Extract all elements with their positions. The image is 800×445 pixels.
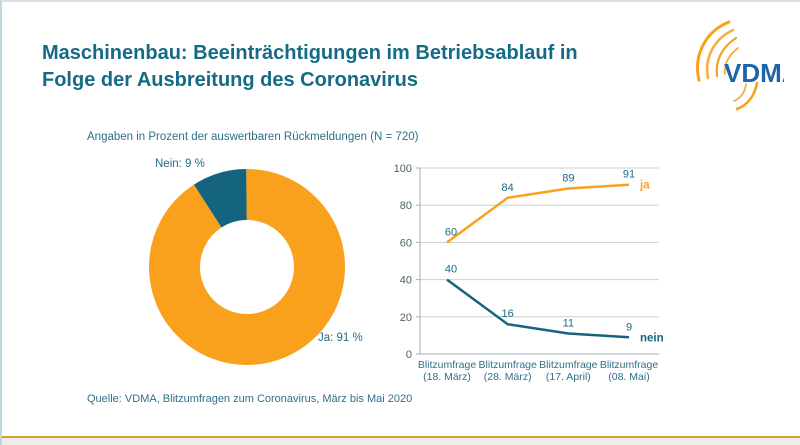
logo-arc-icon	[705, 28, 735, 80]
logo-arc-icon	[724, 47, 739, 75]
point-label-ja: 91	[623, 169, 635, 181]
x-tick-label: Blitzumfrage (08. Mai)	[600, 359, 659, 383]
logo-arc-icon	[715, 36, 738, 78]
point-label-nein: 11	[563, 318, 574, 330]
line-series-ja	[446, 183, 630, 244]
point-label-nein: 40	[445, 264, 457, 276]
page-title-line-2: Folge der Ausbreitung des Coronavirus	[42, 69, 418, 91]
donut-chart	[149, 169, 345, 365]
slide-bottom-rule	[2, 436, 800, 445]
x-tick-label: Blitzumfrage (17. April)	[539, 359, 598, 383]
chart-subtitle: Angaben in Prozent der auswertbaren Rück…	[87, 131, 419, 143]
y-tick-label: 0	[406, 349, 412, 361]
source-note: Quelle: VDMA, Blitzumfragen zum Coronavi…	[87, 393, 413, 405]
y-tick-label: 100	[394, 163, 412, 175]
logo-wordmark: VDMA	[724, 58, 784, 88]
logo-arc-icon	[733, 83, 747, 102]
donut-slice-ja	[149, 169, 345, 365]
point-label-nein: 9	[626, 321, 632, 333]
donut-label-ja: Ja: 91 %	[318, 332, 363, 344]
line-chart: 0 20 40 60 80 100 60 84 89 91 ja 40 16 11 9 nein Blitzum…	[394, 163, 664, 383]
y-tick-label: 20	[400, 312, 412, 324]
donut-label-nein: Nein: 9 %	[155, 158, 205, 170]
y-tick-label: 60	[400, 237, 412, 249]
series-label-ja: ja	[639, 180, 650, 192]
page-title-line-1: Maschinenbau: Beeinträchtigungen im Betr…	[42, 42, 578, 64]
line-series-nein	[446, 278, 630, 339]
y-tick-label: 80	[400, 200, 412, 212]
point-label-ja: 60	[445, 226, 457, 238]
series-label-nein: nein	[640, 332, 664, 344]
page-title: Maschinenbau: Beeinträchtigungen im Betr…	[42, 40, 682, 94]
vdma-logo: VDMA	[696, 20, 784, 111]
point-label-nein: 16	[502, 308, 514, 320]
x-tick-label: Blitzumfrage (28. März)	[478, 359, 537, 383]
logo-arc-icon	[735, 81, 759, 111]
y-tick-label: 40	[400, 275, 412, 287]
point-label-ja: 84	[502, 182, 514, 194]
x-tick-label: Blitzumfrage (18. März)	[418, 359, 477, 383]
logo-arc-icon	[696, 20, 731, 82]
point-label-ja: 89	[562, 172, 574, 184]
